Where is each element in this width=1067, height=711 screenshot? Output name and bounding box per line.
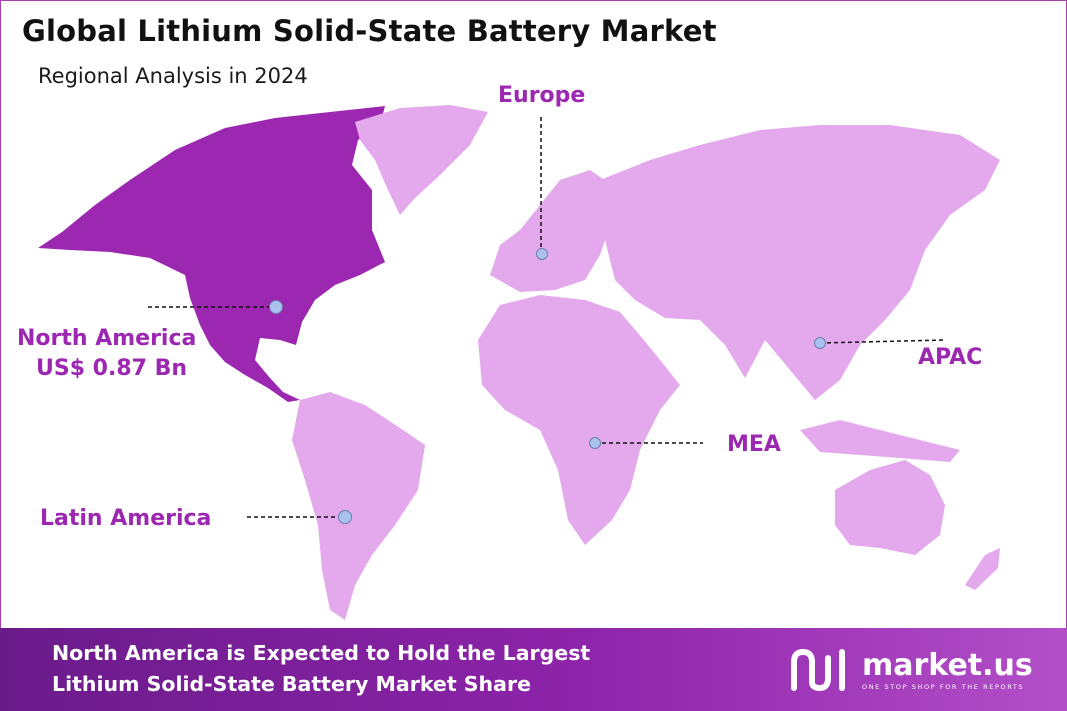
footer-line-2: Lithium Solid-State Battery Market Share xyxy=(52,672,531,696)
africa-region xyxy=(478,295,680,545)
apac-label: APAC xyxy=(918,345,983,370)
apac-marker xyxy=(814,337,826,349)
mea-label: MEA xyxy=(727,432,781,457)
footer-text: North America is Expected to Hold the La… xyxy=(52,638,590,700)
mea-marker xyxy=(589,437,601,449)
footer-line-1: North America is Expected to Hold the La… xyxy=(52,641,591,665)
footer-banner xyxy=(0,628,1067,711)
brand-tagline: ONE STOP SHOP FOR THE REPORTS xyxy=(862,683,1025,691)
chart-subtitle: Regional Analysis in 2024 xyxy=(38,64,308,88)
greenland-region xyxy=(355,105,488,215)
southeast-asia-islands xyxy=(800,420,960,462)
latin-america-region xyxy=(292,392,425,620)
chart-title: Global Lithium Solid-State Battery Marke… xyxy=(22,14,717,48)
marketus-logo-icon xyxy=(791,648,845,692)
brand-name: market.us xyxy=(862,648,1033,683)
north-america-value: US$ 0.87 Bn xyxy=(36,356,188,381)
europe-marker xyxy=(536,248,548,260)
north-america-region xyxy=(38,106,385,402)
asia-region xyxy=(600,125,1000,400)
europe-label: Europe xyxy=(498,83,586,108)
north-america-marker xyxy=(269,300,283,314)
world-map xyxy=(38,105,1000,620)
north-america-label: North America xyxy=(17,326,197,351)
europe-region xyxy=(490,170,612,292)
new-zealand-region xyxy=(965,548,1000,590)
latin-america-marker xyxy=(338,510,352,524)
latin-america-label: Latin America xyxy=(40,506,212,531)
australia-region xyxy=(835,460,945,555)
